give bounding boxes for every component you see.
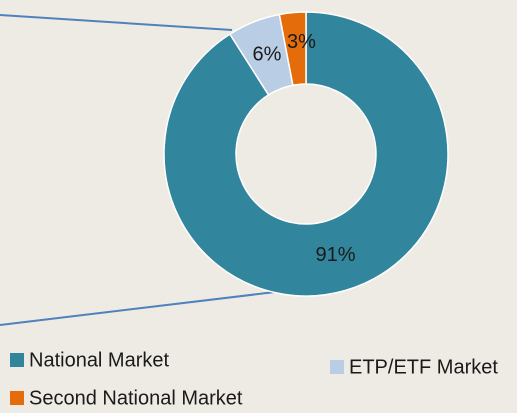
data-label: 6%	[253, 44, 282, 66]
connector-line	[0, 14, 233, 31]
legend-label: ETP/ETF Market	[349, 356, 498, 378]
data-label: 91%	[316, 244, 356, 266]
legend-swatch	[10, 391, 24, 405]
donut-slice	[163, 11, 449, 297]
legend-swatch	[330, 360, 344, 374]
data-label: 3%	[287, 31, 316, 53]
legend-swatch	[10, 353, 24, 367]
connector-line	[0, 289, 293, 326]
donut-slice	[278, 11, 307, 87]
legend-label: National Market	[29, 349, 170, 371]
legend-label: Second National Market	[29, 387, 243, 409]
